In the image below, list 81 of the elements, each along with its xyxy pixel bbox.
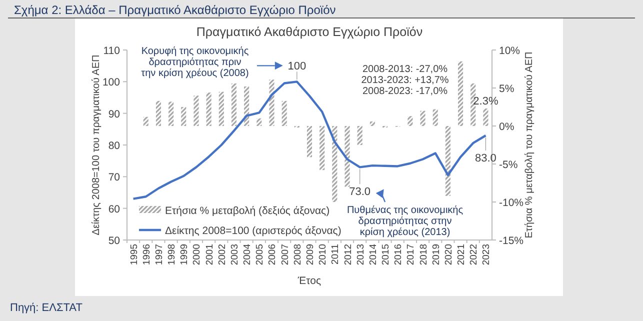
bar bbox=[156, 100, 161, 126]
bar bbox=[282, 100, 287, 126]
bar bbox=[306, 126, 312, 158]
x-tick-label: 2004 bbox=[242, 244, 254, 266]
bar bbox=[420, 110, 426, 126]
y-tick-label: 60 bbox=[108, 203, 120, 216]
bar bbox=[256, 118, 262, 126]
y-tick-label: 80 bbox=[108, 140, 120, 152]
y2-axis-title: Ετήσια % μεταβολή του πραγματικού ΑΕΠ bbox=[524, 52, 535, 238]
x-tick-label: 1999 bbox=[179, 244, 190, 266]
x-tick-label: 2003 bbox=[229, 244, 240, 266]
y2-tick-label: 10% bbox=[499, 45, 520, 57]
y2-tick-label: 5% bbox=[499, 83, 514, 95]
bar bbox=[483, 108, 488, 126]
bar bbox=[445, 126, 450, 196]
legend-label: Δείκτης 2008=100 (αριστερός άξονας) bbox=[165, 225, 342, 237]
bar bbox=[194, 96, 199, 126]
x-tick-label: 2001 bbox=[204, 244, 216, 266]
x-tick-label: 2011 bbox=[330, 244, 342, 264]
x-tick-label: 2008 bbox=[292, 244, 304, 266]
data-label: 2.3% bbox=[473, 96, 498, 108]
bar bbox=[344, 126, 350, 187]
y-tick-label: 100 bbox=[102, 76, 120, 89]
annotation: 2008-2013: -27,0% 2013-2023: +13,7% 2008-2023: -17,0% bbox=[361, 64, 449, 97]
x-tick-label: 2012 bbox=[342, 244, 354, 266]
bar bbox=[269, 80, 274, 126]
x-tick-label: 1998 bbox=[166, 244, 178, 266]
bar bbox=[218, 92, 224, 126]
bar bbox=[320, 126, 325, 170]
x-tick-label: 1995 bbox=[128, 244, 140, 266]
x-tick-label: 2007 bbox=[280, 244, 291, 266]
text: Πηγή: ΕΛΣΤΑΤ bbox=[10, 302, 83, 314]
bar bbox=[458, 61, 464, 126]
y-tick-label: 50 bbox=[108, 235, 120, 247]
x-tick-label: 2002 bbox=[216, 244, 228, 266]
y2-tick-label: -10% bbox=[499, 197, 524, 209]
x-tick-label: 2021 bbox=[456, 244, 468, 266]
bar bbox=[408, 116, 413, 126]
bar bbox=[432, 109, 438, 126]
x-tick-label: 2020 bbox=[443, 244, 454, 266]
x-tick-label: 2015 bbox=[380, 244, 392, 266]
bar bbox=[168, 102, 174, 126]
x-tick-label: 1997 bbox=[154, 244, 165, 266]
x-tick-label: 2006 bbox=[267, 244, 278, 266]
data-label: 100 bbox=[288, 60, 306, 73]
x-tick-label: 1996 bbox=[141, 244, 152, 266]
x-tick-label: 2016 bbox=[393, 244, 404, 266]
y-tick-label: 110 bbox=[103, 45, 120, 57]
legend-label: Ετήσια % μεταβολή (δεξιός άξονας) bbox=[165, 205, 330, 217]
annotation: Κορυφή της οικονομικής δραστηριότητας πριν την κρίση χρέους (2008) bbox=[141, 46, 249, 79]
y2-tick-label: -15% bbox=[499, 235, 524, 247]
x-tick-label: 2017 bbox=[406, 244, 417, 266]
x-tick-label: 2000 bbox=[192, 244, 203, 266]
bar bbox=[370, 121, 375, 126]
x-tick-label: 2009 bbox=[305, 244, 316, 266]
y2-tick-label: 0% bbox=[499, 121, 514, 133]
bar bbox=[206, 92, 212, 126]
bar bbox=[244, 86, 250, 126]
x-tick-label: 2013 bbox=[355, 244, 366, 266]
x-tick-label: 2022 bbox=[468, 244, 480, 266]
x-axis-title: Έτος bbox=[296, 275, 322, 287]
chart-subtitle: Πραγματικό Ακαθάριστο Εγχώριο Προϊόν bbox=[196, 25, 423, 39]
bar bbox=[231, 83, 236, 126]
x-tick-label: 2010 bbox=[318, 244, 329, 266]
x-tick-label: 2019 bbox=[430, 244, 442, 266]
y-tick-label: 70 bbox=[108, 172, 120, 184]
x-tick-label: 2023 bbox=[481, 244, 492, 266]
data-label: 73.0 bbox=[349, 186, 371, 198]
x-tick-label: 2014 bbox=[368, 244, 379, 266]
chart-title: Σχήμα 2: Ελλάδα – Πραγματικό Ακαθάριστο Εγχώριο Προϊόν bbox=[14, 3, 336, 17]
x-tick-label: 2018 bbox=[418, 244, 430, 266]
bar bbox=[357, 126, 362, 145]
bar bbox=[332, 126, 338, 202]
x-tick-label: 2005 bbox=[254, 244, 266, 266]
data-label: 83.0 bbox=[474, 152, 496, 164]
y-axis-title: Δείκτης 2008=100 του πραγματικού ΑΕΠ bbox=[91, 54, 102, 236]
annotation: Πυθμένας της οικονομικής δραστηριότητας στην κρίση χρέους (2013) bbox=[346, 205, 464, 238]
y-tick-label: 90 bbox=[108, 108, 120, 120]
bar bbox=[143, 116, 148, 126]
bar bbox=[181, 107, 186, 126]
y2-tick-label: -5% bbox=[499, 159, 518, 171]
